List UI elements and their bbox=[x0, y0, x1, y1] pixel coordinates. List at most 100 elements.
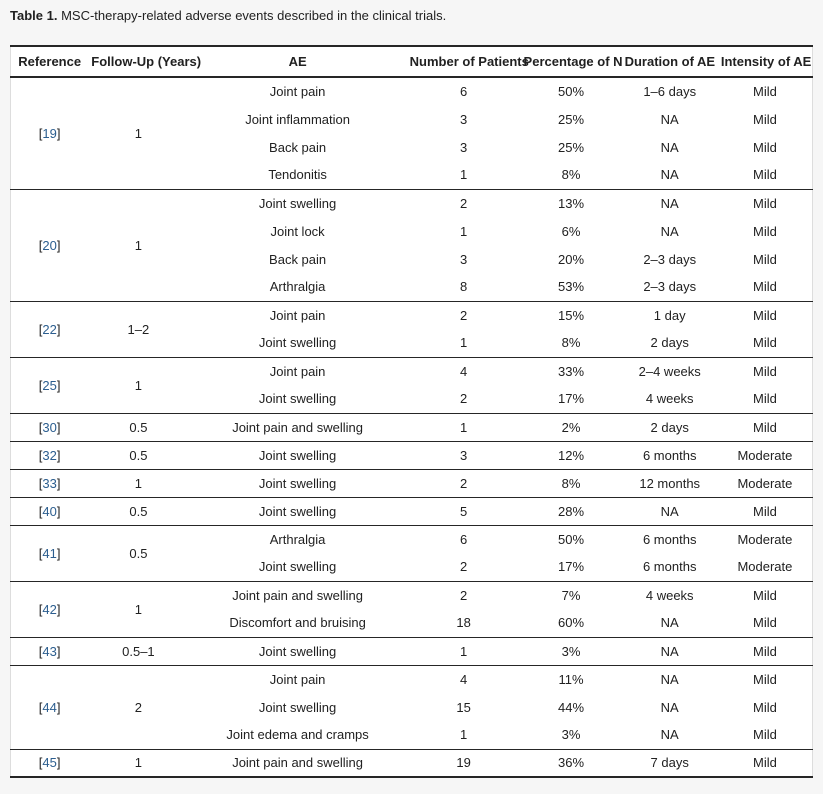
percentage-cell: 3% bbox=[520, 721, 622, 750]
table-row: Joint swelling 2 17% 6 months Moderate bbox=[11, 553, 813, 582]
reference-link[interactable]: 22 bbox=[42, 321, 57, 337]
percentage-cell: 3% bbox=[520, 637, 622, 666]
reference-link[interactable]: 41 bbox=[42, 545, 57, 561]
table-header-row: Reference Follow-Up (Years) AE Number of Pa… bbox=[10, 46, 813, 78]
table-caption-text: MSC-therapy-related adverse events descr… bbox=[61, 8, 447, 23]
follow-up-cell: 0.5 bbox=[88, 441, 189, 470]
reference-link[interactable]: 25 bbox=[42, 377, 57, 393]
table-row: [44] 2 Joint pain 4 11% NA Mild bbox=[10, 665, 813, 750]
percentage-cell: 60% bbox=[520, 609, 622, 638]
percentage-cell: 17% bbox=[520, 385, 622, 414]
reference-link[interactable]: 30 bbox=[42, 419, 57, 435]
duration-cell: 6 months bbox=[621, 441, 718, 470]
table-row: Back pain 3 20% 2–3 days Mild bbox=[11, 245, 813, 273]
duration-cell: 1 day bbox=[653, 307, 686, 323]
duration-cell: NA bbox=[660, 139, 679, 155]
percentage-cell: 33% bbox=[558, 363, 585, 379]
reference-link[interactable]: 19 bbox=[42, 125, 57, 141]
follow-up-cell: 0.5 bbox=[88, 497, 189, 526]
duration-cell: 4 weeks bbox=[621, 385, 718, 414]
table-caption: Table 1. MSC-therapy-related adverse eve… bbox=[10, 7, 813, 24]
intensity-cell: Mild bbox=[717, 721, 813, 750]
reference-link[interactable]: 33 bbox=[42, 475, 57, 491]
ae-cell: Joint swelling bbox=[188, 441, 407, 470]
patients-cell: 3 bbox=[459, 251, 468, 267]
reference-link[interactable]: 43 bbox=[42, 643, 57, 659]
table-row: [22] 1–2 Joint pain 2 15% 1 day Mild bbox=[10, 301, 813, 358]
reference-cell: [32] bbox=[10, 441, 89, 470]
table-row: [32] 0.5 Joint swelling 3 12% 6 months Moderat… bbox=[10, 441, 813, 470]
percentage-cell: 53% bbox=[520, 273, 622, 302]
column-header-number-of-patients: Number of Patients bbox=[406, 46, 529, 78]
ae-cell: Joint swelling bbox=[258, 195, 337, 211]
percentage-cell: 11% bbox=[558, 671, 584, 687]
ae-cell: Arthralgia bbox=[269, 531, 326, 547]
duration-cell: 4 weeks bbox=[645, 587, 694, 603]
follow-up-cell: 1–2 bbox=[88, 301, 189, 358]
patients-cell: 1 bbox=[406, 721, 521, 750]
intensity-cell: Mild bbox=[717, 413, 813, 442]
intensity-cell: Mild bbox=[752, 671, 777, 687]
patients-cell: 19 bbox=[406, 749, 521, 778]
duration-cell: 2–3 days bbox=[643, 251, 697, 267]
duration-cell: 2 days bbox=[621, 329, 718, 358]
table-row: Discomfort and bruising 18 60% NA Mild bbox=[11, 609, 813, 638]
reference-link[interactable]: 45 bbox=[42, 755, 57, 771]
reference-link[interactable]: 32 bbox=[42, 447, 57, 463]
percentage-cell: 15% bbox=[558, 307, 585, 323]
patients-cell: 2 bbox=[406, 385, 521, 414]
table-row: [40] 0.5 Joint swelling 5 28% NA Mild bbox=[10, 497, 813, 526]
table-row: [45] 1 Joint pain and swelling 19 36% 7 days M… bbox=[10, 749, 813, 778]
table-row: [41] 0.5 Arthralgia 6 50% 6 months Moderate bbox=[10, 525, 813, 582]
reference-link[interactable]: 40 bbox=[42, 503, 57, 519]
ae-cell: Back pain bbox=[269, 139, 327, 155]
duration-cell: 6 months bbox=[642, 531, 697, 547]
patients-cell: 1 bbox=[406, 637, 521, 666]
follow-up-cell: 0.5 bbox=[88, 525, 189, 582]
table-row: Arthralgia 8 53% 2–3 days Mild bbox=[11, 273, 813, 302]
column-header-ae: AE bbox=[188, 46, 407, 78]
reference-link[interactable]: 20 bbox=[42, 237, 57, 253]
ae-cell: Arthralgia bbox=[188, 273, 407, 302]
patients-cell: 15 bbox=[456, 699, 471, 715]
table-row: Joint swelling 15 44% NA Mild bbox=[11, 693, 813, 721]
ae-cell: Tendonitis bbox=[188, 161, 407, 190]
reference-link[interactable]: 42 bbox=[42, 601, 57, 617]
intensity-cell: Mild bbox=[717, 609, 813, 638]
ae-cell: Joint pain and swelling bbox=[232, 587, 363, 603]
ae-cell: Joint pain bbox=[269, 84, 326, 99]
intensity-cell: Moderate bbox=[737, 531, 793, 547]
ae-cell: Joint pain and swelling bbox=[188, 749, 407, 778]
duration-cell: NA bbox=[621, 637, 718, 666]
percentage-cell: 36% bbox=[520, 749, 622, 778]
percentage-cell: 2% bbox=[520, 413, 622, 442]
ae-cell: Back pain bbox=[269, 251, 327, 267]
table-row: Tendonitis 1 8% NA Mild bbox=[11, 161, 813, 190]
follow-up-cell: 1 bbox=[88, 581, 189, 638]
follow-up-cell: 0.5 bbox=[88, 413, 189, 442]
intensity-cell: Mild bbox=[717, 385, 813, 414]
article-table-section: Table 1. MSC-therapy-related adverse eve… bbox=[10, 7, 813, 778]
duration-cell: 12 months bbox=[621, 469, 718, 498]
patients-cell: 3 bbox=[459, 139, 468, 155]
table-row: Back pain 3 25% NA Mild bbox=[11, 133, 813, 161]
ae-cell: Joint swelling bbox=[188, 385, 407, 414]
duration-cell: 7 days bbox=[621, 749, 718, 778]
reference-cell: [25] bbox=[10, 357, 89, 414]
patients-cell: 2 bbox=[459, 307, 468, 323]
ae-cell: Joint swelling bbox=[188, 469, 407, 498]
percentage-cell: 7% bbox=[561, 587, 581, 603]
patients-cell: 3 bbox=[406, 441, 521, 470]
patients-cell: 4 bbox=[459, 363, 468, 379]
intensity-cell: Moderate bbox=[717, 441, 813, 470]
percentage-cell: 50% bbox=[558, 84, 585, 99]
intensity-cell: Mild bbox=[752, 251, 777, 267]
reference-cell: [45] bbox=[10, 749, 89, 778]
ae-cell: Joint swelling bbox=[188, 497, 407, 526]
duration-cell: NA bbox=[660, 111, 679, 127]
reference-link[interactable]: 44 bbox=[42, 699, 57, 715]
intensity-cell: Mild bbox=[717, 161, 813, 190]
intensity-cell: Mild bbox=[752, 195, 777, 211]
follow-up-cell: 1 bbox=[88, 357, 189, 414]
duration-cell: NA bbox=[660, 671, 679, 687]
